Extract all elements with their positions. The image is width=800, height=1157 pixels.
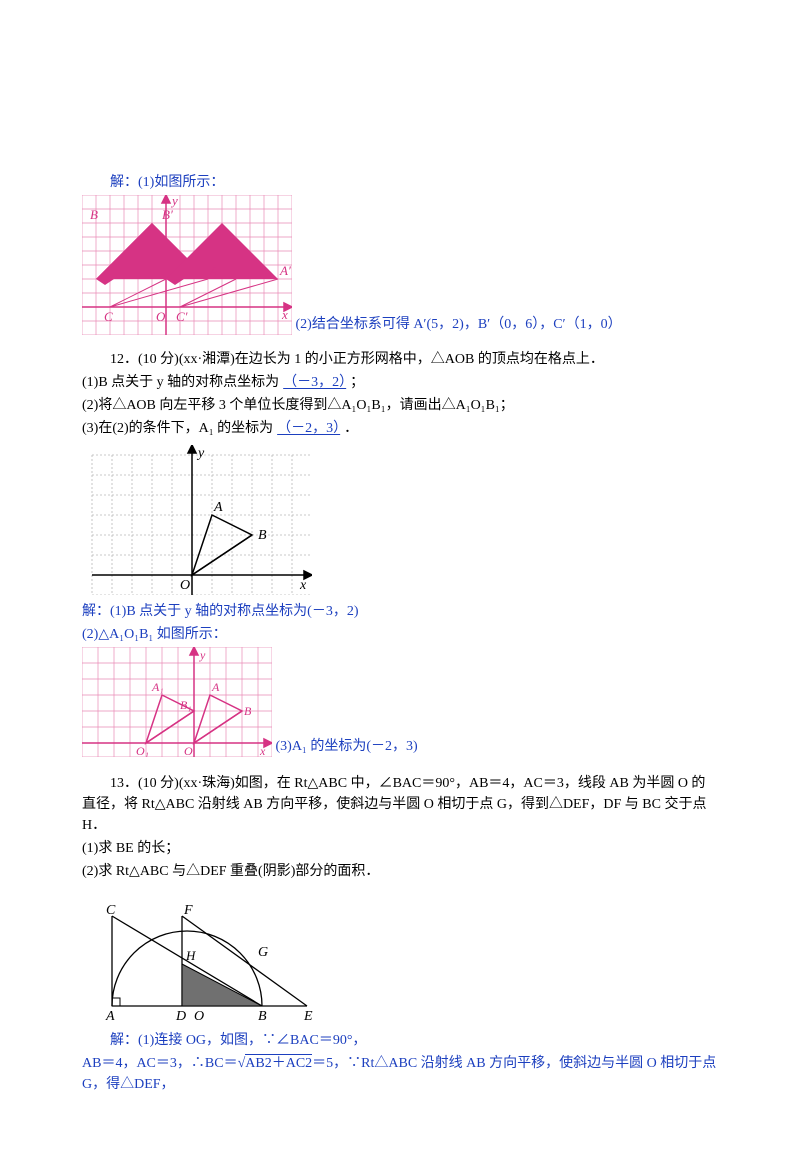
q13-figure-wrap: C F H G A D O B E	[82, 886, 718, 1026]
q12-p1a: (1)B 点关于 y 轴的对称点坐标为	[82, 375, 279, 390]
sqrt-inner: AB2＋AC2	[245, 1054, 312, 1071]
svg-text:A: A	[209, 263, 218, 278]
sol11-grid-svg: B B′ A A′ C O C′ x y	[82, 195, 292, 335]
sol11-caption: (2)结合坐标系可得 A′(5，2)，B′（0，6），C′（1，0）	[296, 317, 622, 332]
q12-sol3: (3)A₁ 的坐标为(－2，3)	[276, 739, 418, 754]
q13-p2: (2)求 Rt△ABC 与△DEF 重叠(阴影)部分的面积．	[82, 861, 718, 882]
svg-text:A: A	[105, 1009, 115, 1024]
svg-text:B: B	[244, 704, 252, 718]
q12-p3b: ．	[344, 421, 358, 436]
svg-text:C: C	[106, 903, 116, 918]
svg-text:B: B	[258, 1009, 267, 1024]
svg-text:G: G	[258, 945, 268, 960]
q13-sol-b: AB＝4，AC＝3，∴BC＝√AB2＋AC2＝5，∵Rt△ABC 沿射线 AB …	[82, 1053, 718, 1095]
q13-fig-svg: C F H G A D O B E	[82, 886, 322, 1026]
q12-sol-figure: A₁ A B₁ B O₁ O x y	[82, 647, 272, 757]
svg-text:D: D	[175, 1009, 186, 1024]
q12-sol2: (2)△A₁O₁B₁ 如图所示：	[82, 624, 718, 645]
svg-text:y: y	[170, 195, 178, 208]
q12-header: 12．(10 分)(xx·湘潭)在边长为 1 的小正方形网格中，△AOB 的顶点…	[82, 349, 718, 370]
svg-text:B′: B′	[162, 207, 173, 222]
sol11-figure: B B′ A A′ C O C′ x y	[82, 195, 292, 335]
svg-text:C′: C′	[176, 309, 188, 324]
sol11-row: B B′ A A′ C O C′ x y (2)结合坐标系可得 A′(5，2)，…	[82, 195, 718, 335]
q12-p3a: (3)在(2)的条件下，A₁ 的坐标为	[82, 421, 273, 436]
sqrt-expr: √AB2＋AC2	[238, 1054, 313, 1071]
spacer2	[82, 757, 718, 771]
sol11-line1: 解：(1)如图所示：	[82, 172, 718, 193]
svg-text:x: x	[299, 578, 307, 593]
svg-text:B₁: B₁	[180, 698, 192, 712]
q13-header: 13．(10 分)(xx·珠海)如图，在 Rt△ABC 中，∠BAC＝90°，A…	[82, 773, 718, 836]
svg-text:y: y	[199, 648, 206, 662]
q12-sol-svg: A₁ A B₁ B O₁ O x y	[82, 647, 272, 757]
q12-p2: (2)将△AOB 向左平移 3 个单位长度得到△A₁O₁B₁，请画出△A₁O₁B…	[82, 395, 718, 416]
svg-text:x: x	[281, 307, 288, 322]
q12-p1-ans: （－3，2）	[279, 375, 350, 390]
spacer	[82, 335, 718, 347]
q12-figure-wrap: A B O x y	[82, 445, 718, 595]
q12-sol-row: A₁ A B₁ B O₁ O x y (3)A₁ 的坐标为(－2，3)	[82, 647, 718, 757]
q12-grid-svg: A B O x y	[82, 445, 312, 595]
q13-p1: (1)求 BE 的长；	[82, 838, 718, 859]
q12-p3-ans: （－2，3）	[273, 421, 344, 436]
svg-text:F: F	[183, 903, 193, 918]
svg-text:C: C	[104, 309, 113, 324]
svg-text:O₁: O₁	[136, 744, 149, 757]
q12-p1b: ；	[350, 375, 364, 390]
svg-text:O: O	[156, 309, 166, 324]
q13-sol-a: 解：(1)连接 OG，如图，∵∠BAC＝90°，	[82, 1030, 718, 1051]
svg-text:H: H	[185, 948, 196, 963]
q13-sol-b-pre: AB＝4，AC＝3，∴BC＝	[82, 1056, 238, 1071]
svg-text:B: B	[90, 207, 98, 222]
svg-text:O: O	[180, 578, 190, 593]
svg-text:O: O	[194, 1009, 204, 1024]
q12-p1: (1)B 点关于 y 轴的对称点坐标为（－3，2）；	[82, 372, 718, 393]
q12-sol1: 解：(1)B 点关于 y 轴的对称点坐标为(－3，2)	[82, 601, 718, 622]
svg-text:A₁: A₁	[151, 680, 164, 694]
page: 解：(1)如图所示：	[0, 0, 800, 1157]
svg-text:E: E	[303, 1009, 313, 1024]
svg-text:x: x	[259, 744, 266, 757]
q12-p3: (3)在(2)的条件下，A₁ 的坐标为（－2，3）．	[82, 418, 718, 439]
svg-text:O: O	[184, 744, 193, 757]
svg-text:A′: A′	[279, 263, 291, 278]
svg-text:B: B	[258, 528, 267, 543]
svg-text:A: A	[213, 500, 223, 515]
svg-text:A: A	[211, 680, 220, 694]
svg-text:y: y	[196, 446, 205, 461]
